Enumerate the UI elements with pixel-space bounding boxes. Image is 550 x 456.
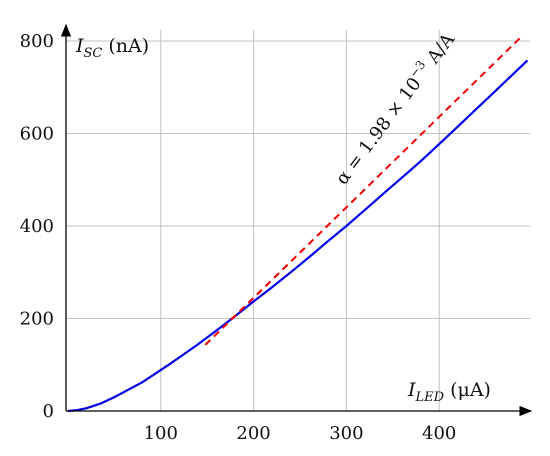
y-axis-label: ISC (nA) bbox=[75, 35, 149, 61]
fit-line bbox=[204, 34, 524, 346]
x-tick-label: 400 bbox=[422, 423, 456, 444]
x-tick-label: 200 bbox=[236, 423, 270, 444]
tick-labels: 100 200 300 400 0 200 400 600 800 bbox=[20, 31, 457, 444]
measured-line bbox=[67, 59, 529, 413]
y-tick-label: 200 bbox=[20, 309, 54, 330]
x-tick-label: 300 bbox=[329, 423, 363, 444]
x-tick-label: 100 bbox=[144, 423, 178, 444]
x-axis-label: ILED (μA) bbox=[407, 379, 491, 405]
y-tick-label: 600 bbox=[20, 124, 54, 145]
series-group bbox=[67, 34, 529, 413]
slope-annotation: α = 1.98 × 10−3 A/A bbox=[329, 27, 459, 189]
y-tick-label: 800 bbox=[20, 31, 54, 52]
grid bbox=[66, 30, 530, 411]
y-tick-label: 0 bbox=[43, 401, 54, 422]
y-tick-label: 400 bbox=[20, 216, 54, 237]
